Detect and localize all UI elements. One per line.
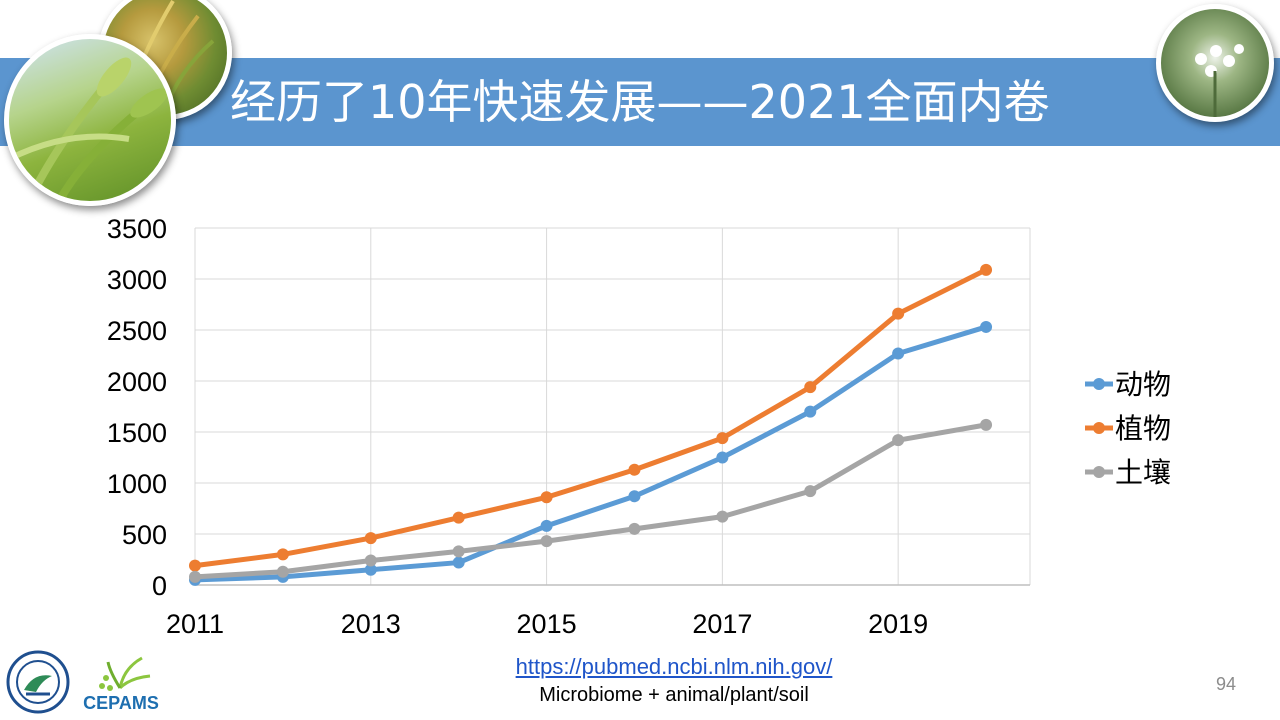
data-point	[980, 263, 993, 276]
legend-label: 植物	[1115, 412, 1171, 445]
y-tick-label: 1500	[107, 418, 167, 448]
chart-axes: 0 500 1000 1500 2000 2500 3000 3500 2011 2013 2015…	[107, 214, 1030, 639]
x-tick-label: 2011	[166, 609, 224, 639]
x-tick-label: 2019	[868, 609, 928, 639]
legend-marker	[1093, 466, 1105, 478]
source-note: Microbiome + animal/plant/soil	[539, 684, 809, 706]
data-point	[189, 559, 201, 572]
cepams-logo-icon	[99, 656, 151, 691]
y-tick-label: 500	[122, 520, 167, 550]
legend-label: 土壤	[1115, 456, 1171, 489]
x-tick-label: 2017	[692, 609, 752, 639]
data-point	[540, 491, 553, 504]
x-tick-label: 2013	[341, 609, 401, 639]
data-point	[540, 519, 553, 532]
data-point	[892, 307, 905, 320]
y-tick-label: 0	[152, 571, 167, 601]
page-number: 94	[1215, 674, 1237, 694]
legend-label: 动物	[1115, 368, 1171, 401]
data-point	[628, 522, 641, 535]
y-tick-label: 3000	[107, 265, 167, 295]
data-point	[804, 405, 817, 418]
data-point	[892, 347, 905, 360]
y-tick-label: 1000	[107, 469, 167, 499]
legend-marker	[1093, 422, 1105, 434]
data-point	[276, 548, 289, 561]
flower-photo	[1156, 4, 1274, 122]
wheat-photo	[4, 34, 176, 206]
data-point	[716, 432, 729, 445]
y-tick-label: 2500	[107, 316, 167, 346]
chart-series	[189, 263, 993, 586]
data-point	[980, 418, 993, 431]
data-point	[628, 463, 641, 476]
data-point	[804, 381, 817, 394]
cepams-logo-text: CEPAMS	[83, 693, 159, 713]
series-line	[194, 267, 988, 569]
data-point	[628, 490, 641, 503]
data-point	[452, 511, 465, 524]
data-point	[452, 545, 465, 558]
data-point	[980, 320, 993, 333]
data-point	[540, 535, 553, 548]
institute-seal-logo	[6, 650, 70, 714]
y-tick-label: 2000	[107, 367, 167, 397]
data-point	[452, 556, 465, 569]
legend-marker	[1093, 378, 1105, 390]
data-point	[804, 485, 817, 498]
data-point	[276, 565, 289, 578]
source-link[interactable]: https://pubmed.ncbi.nlm.nih.gov/	[515, 654, 833, 679]
series-line	[194, 324, 987, 583]
series-line	[194, 422, 987, 580]
data-point	[364, 563, 377, 576]
slide-title: 经历了10年快速发展——2021全面内卷	[230, 75, 1050, 129]
data-point	[364, 554, 377, 567]
y-tick-label: 3500	[107, 214, 167, 244]
data-point	[716, 510, 729, 523]
data-point	[364, 532, 377, 545]
data-point	[189, 570, 201, 583]
data-point	[716, 451, 729, 464]
data-point	[892, 434, 905, 447]
x-tick-label: 2015	[517, 609, 577, 639]
